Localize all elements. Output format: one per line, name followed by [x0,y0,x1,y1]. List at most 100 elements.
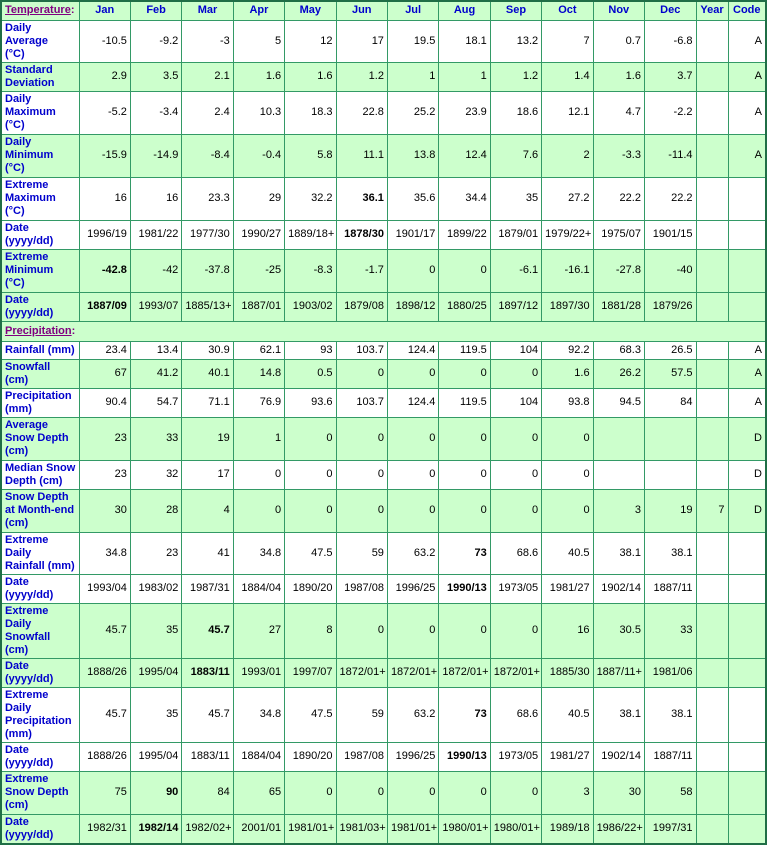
data-cell: 26.5 [643,340,697,360]
data-cell: 34.4 [438,176,491,221]
data-cell: 103.7 [335,340,388,360]
data-cell: 1898/12 [386,291,440,322]
data-cell: 1880/25 [438,291,491,322]
row-label: Precipitation (mm) [0,387,80,418]
data-cell: -3.3 [592,133,645,178]
table-row: Daily Average (°C) -10.5 -9.2 -3 5 12 17 19.5 18.… [0,19,767,63]
row-label-line: (cm) [5,445,29,457]
row-label-line: Average [5,419,49,431]
data-cell: 26.2 [592,358,645,389]
data-cell: 1.6 [232,61,286,92]
column-header-apr: Apr [232,0,286,21]
year-cell [695,741,729,772]
data-cell: 73 [438,686,491,743]
data-cell: 1872/01+ [386,657,440,688]
data-cell: 38.1 [592,531,645,575]
year-cell [695,19,729,63]
data-cell: 34.8 [232,531,286,575]
code-cell [727,602,767,659]
data-cell: 3 [541,770,594,815]
data-cell: 1995/04 [129,741,183,772]
row-label: Date (yyyy/dd) [0,573,80,604]
data-cell: 1977/30 [181,219,234,250]
data-cell: 0 [438,770,491,815]
data-cell: 1981/03+ [335,813,388,844]
row-label-line: Median Snow [5,461,76,474]
data-cell: 0 [541,459,594,490]
year-cell: 7 [695,488,729,533]
data-cell: 124.4 [386,340,440,360]
data-cell: 35 [129,602,183,659]
year-cell [695,531,729,575]
temperature-section-link[interactable]: Temperature [5,4,71,17]
data-cell: 1993/07 [129,291,183,322]
data-cell: 0 [232,488,286,533]
data-cell: 0 [541,488,594,533]
row-label: Average Snow Depth (cm) [0,416,80,461]
precipitation-section-link[interactable]: Precipitation [5,324,72,337]
data-cell: 1.2 [335,61,388,92]
data-cell: 10.3 [232,90,286,135]
data-cell: 40.5 [541,686,594,743]
code-cell [727,657,767,688]
data-cell: -1.7 [335,248,388,293]
row-label-line: Date [5,293,29,306]
row-label-line: Rainfall (mm) [5,559,75,572]
code-cell [727,219,767,250]
data-cell: 0 [438,602,491,659]
data-cell: 45.7 [181,686,234,743]
data-cell: 84 [643,387,697,418]
table-row: Daily Maximum (°C) -5.2 -3.4 2.4 10.3 18.3 22.8 2… [0,90,767,135]
data-cell: 33 [643,602,697,659]
data-cell: 0 [335,358,388,389]
data-cell: 41.2 [129,358,183,389]
data-cell: 1993/01 [232,657,286,688]
row-label-line: (yyyy/dd) [5,672,54,685]
row-label: Extreme Maximum (°C) [0,176,80,221]
column-header-feb: Feb [129,0,183,21]
data-cell: 29 [232,176,286,221]
data-cell: -42 [129,248,183,293]
data-cell: 34.8 [78,531,131,575]
code-cell [727,770,767,815]
data-cell: 103.7 [335,387,388,418]
header-row: Temperature: Jan Feb Mar Apr May Jun Jul Aug Sep O… [0,0,767,21]
table-row: Standard Deviation 2.9 3.5 2.1 1.6 1.6 1.2 1 1 1.2… [0,61,767,92]
data-cell: 1.6 [284,61,337,92]
data-cell: 1901/15 [643,219,697,250]
data-cell [643,416,697,461]
row-label-line: Daily [5,136,32,148]
data-cell: 0 [232,459,286,490]
data-cell: 0 [489,416,543,461]
data-cell [592,416,645,461]
data-cell: 0 [386,488,440,533]
data-cell: -37.8 [181,248,234,293]
row-label: Median Snow Depth (cm) [0,459,80,490]
table-row: Extreme Maximum (°C) 16 16 23.3 29 32.2 36.1 35.6… [0,176,767,221]
table-row: Extreme Daily Rainfall (mm) 34.8 23 41 34.8 47… [0,531,767,575]
data-cell: 0 [386,770,440,815]
data-cell: 38.1 [643,531,697,575]
data-cell: 1987/08 [335,741,388,772]
row-label: Rainfall (mm) [0,340,80,360]
year-cell [695,340,729,360]
data-cell: 1888/26 [78,741,131,772]
row-label-line: (yyyy/dd) [5,234,54,247]
code-cell: D [727,459,767,490]
data-cell: -3 [181,19,234,63]
data-cell: 65 [232,770,286,815]
data-cell: 1903/02 [284,291,337,322]
row-label-line: (°C) [5,162,25,174]
data-cell: 28 [129,488,183,533]
table-row: Snow Depth at Month-end (cm) 30 28 4 0 0 0 0 0 0 0 3 1… [0,488,767,533]
row-label-line: Extreme [5,179,49,191]
data-cell: 30 [592,770,645,815]
year-cell [695,387,729,418]
data-cell: 1897/30 [541,291,594,322]
data-cell: -42.8 [78,248,131,293]
data-cell: 1872/01+ [489,657,543,688]
data-cell: 0 [386,416,440,461]
row-label-line: Extreme Daily [5,604,49,630]
data-cell: 73 [438,531,491,575]
row-label-line: Date [5,815,29,828]
